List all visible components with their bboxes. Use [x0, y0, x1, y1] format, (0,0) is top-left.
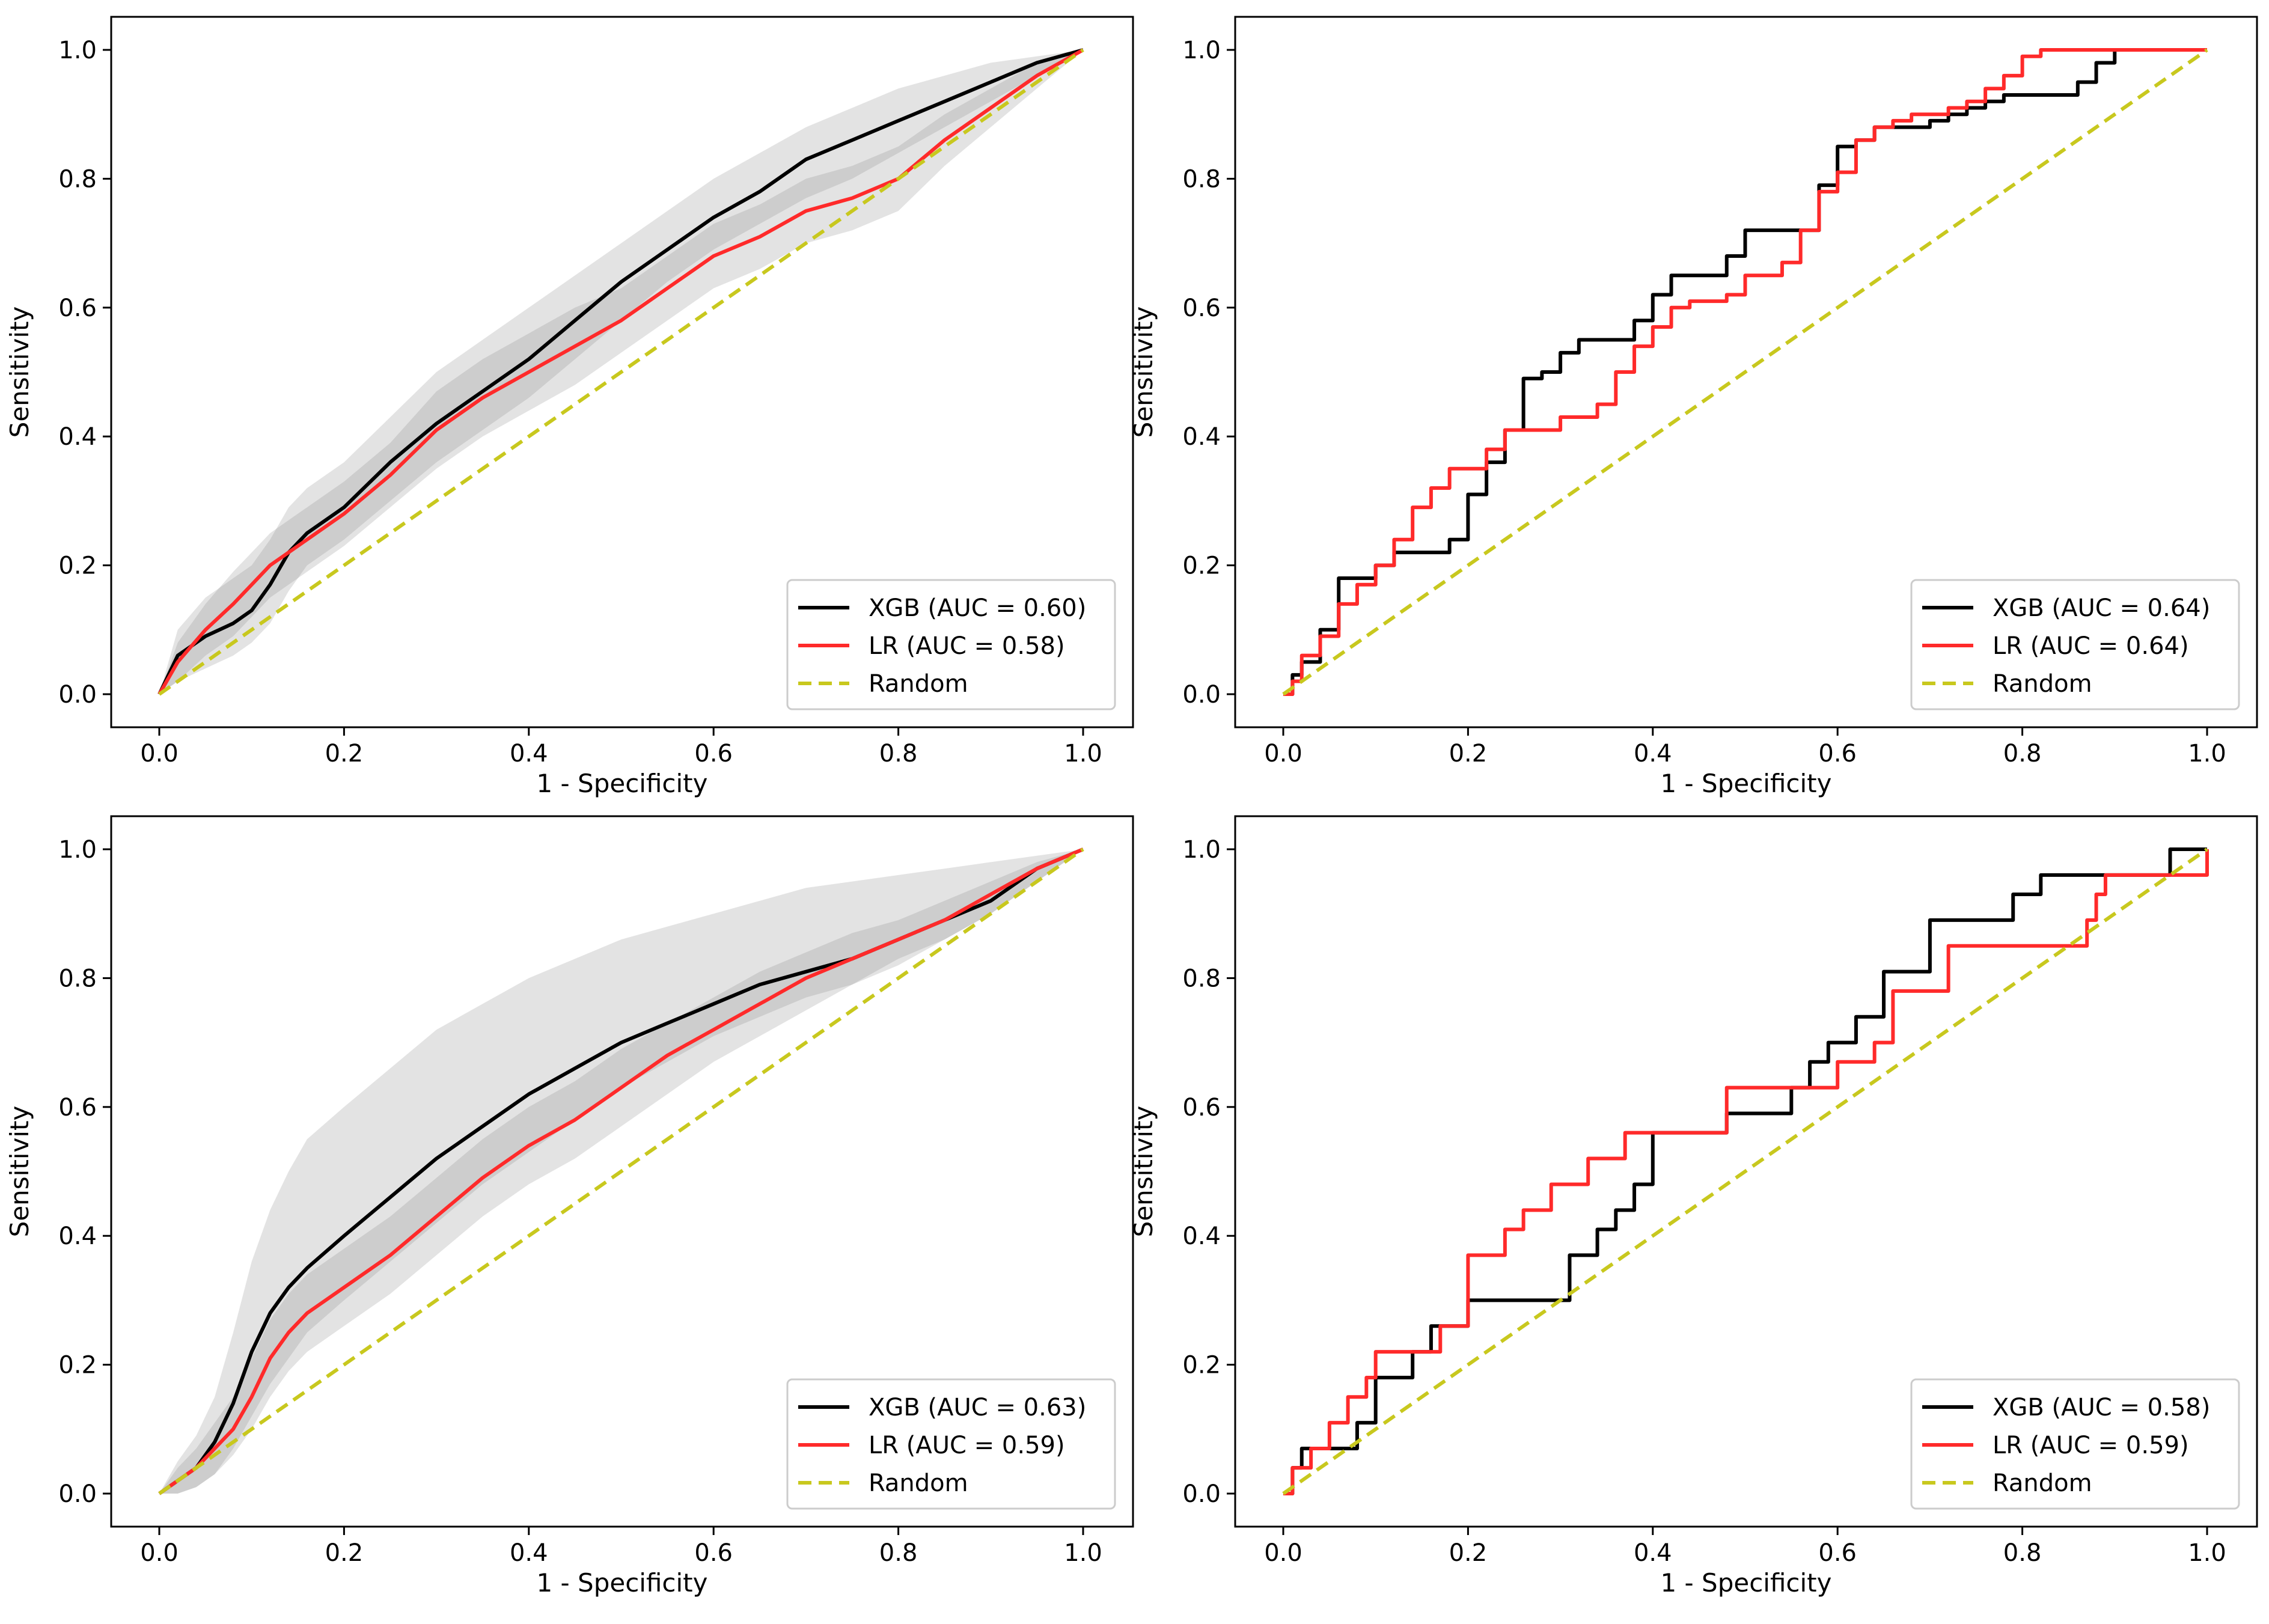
y-tick-label: 0.4: [1182, 1223, 1221, 1250]
legend-label-lr: LR (AUC = 0.64): [1993, 632, 2189, 660]
legend-label-xgb: XGB (AUC = 0.60): [869, 594, 1086, 622]
y-axis-label: Sensitivity: [1129, 307, 1158, 438]
legend-label-lr: LR (AUC = 0.58): [869, 632, 1065, 660]
legend-label-xgb: XGB (AUC = 0.58): [1993, 1394, 2210, 1421]
y-tick-label: 0.4: [58, 423, 97, 451]
y-tick-label: 0.6: [1182, 295, 1221, 322]
x-axis-label: 1 - Specificity: [536, 769, 707, 798]
x-tick-label: 0.6: [694, 1539, 733, 1567]
x-tick-label: 0.2: [1449, 740, 1488, 768]
legend-label-random: Random: [869, 1470, 968, 1497]
axes-frame: [1234, 815, 2258, 1528]
y-tick-label: 0.8: [1182, 965, 1221, 992]
legend-label-lr: LR (AUC = 0.59): [1993, 1432, 2189, 1459]
y-tick-label: 1.0: [58, 836, 97, 864]
y-tick-label: 0.0: [58, 1480, 97, 1508]
y-axis-label: Sensitivity: [5, 1106, 34, 1238]
xgb-series-line: [1283, 847, 2207, 1495]
y-tick-label: 0.6: [1182, 1094, 1221, 1122]
panel-bottom-left: 0.0 0.2 0.4 0.6 0.8 1.0 0.0 0.2 0.4 0.6 0.8 1.0 1 - …: [5, 815, 1134, 1598]
random-series-line: [158, 48, 1084, 696]
y-tick-label: 0.0: [1182, 681, 1221, 709]
x-tick-label: 0.8: [879, 740, 918, 768]
y-tick-label: 0.8: [58, 165, 97, 193]
x-tick-label: 0.4: [510, 1539, 548, 1567]
legend-label-lr: LR (AUC = 0.59): [869, 1432, 1065, 1459]
x-tick-label: 0.8: [2003, 1539, 2042, 1567]
x-tick-label: 1.0: [1064, 1539, 1102, 1567]
random-series-line: [158, 847, 1084, 1495]
y-tick-label: 0.2: [58, 1352, 97, 1379]
x-tick-label: 0.6: [694, 740, 733, 768]
y-axis-label: Sensitivity: [5, 307, 34, 438]
legend-box: [1910, 579, 2240, 710]
axes-frame: [1234, 16, 2258, 728]
x-tick-label: 0.0: [1264, 740, 1302, 768]
x-tick-label: 0.0: [140, 1539, 179, 1567]
legend-box: [786, 1378, 1116, 1510]
x-tick-label: 0.6: [1818, 740, 1857, 768]
x-axis-label: 1 - Specificity: [1660, 769, 1831, 798]
legend-label-xgb: XGB (AUC = 0.63): [869, 1394, 1086, 1421]
x-tick-label: 1.0: [2188, 1539, 2226, 1567]
x-tick-label: 0.8: [879, 1539, 918, 1567]
y-tick-label: 0.0: [58, 681, 97, 709]
panel-top-right: 0.0 0.2 0.4 0.6 0.8 1.0 0.0 0.2 0.4 0.6 0.8 1.0 1 - …: [1129, 16, 2258, 798]
random-series-line: [1282, 48, 2208, 696]
x-axis-label: 1 - Specificity: [536, 1568, 707, 1598]
legend-label-random: Random: [869, 670, 968, 698]
x-tick-label: 0.4: [510, 740, 548, 768]
x-tick-label: 0.2: [325, 740, 364, 768]
lr-series-line: [1283, 849, 2209, 1495]
x-tick-label: 0.2: [1449, 1539, 1488, 1567]
x-tick-label: 0.6: [1818, 1539, 1857, 1567]
y-tick-label: 0.4: [58, 1223, 97, 1250]
y-tick-label: 0.8: [58, 965, 97, 992]
y-tick-label: 0.4: [1182, 423, 1221, 451]
x-tick-label: 0.4: [1634, 740, 1672, 768]
y-tick-label: 0.6: [58, 1094, 97, 1122]
y-tick-label: 1.0: [58, 37, 97, 64]
panel-bottom-right: 0.0 0.2 0.4 0.6 0.8 1.0 0.0 0.2 0.4 0.6 0.8 1.0 1 - …: [1129, 815, 2258, 1598]
lr-series-line: [158, 847, 1084, 1495]
random-series-line: [1282, 847, 2208, 1495]
y-tick-label: 0.2: [1182, 1352, 1221, 1379]
legend-box: [786, 579, 1116, 710]
y-tick-label: 1.0: [1182, 37, 1221, 64]
axes-frame: [110, 815, 1134, 1528]
y-tick-label: 0.6: [58, 295, 97, 322]
y-tick-label: 0.2: [1182, 552, 1221, 580]
y-tick-label: 0.2: [58, 552, 97, 580]
x-tick-label: 1.0: [2188, 740, 2226, 768]
legend-label-random: Random: [1993, 670, 2092, 698]
y-tick-label: 0.0: [1182, 1480, 1221, 1508]
panel-top-left: 0.0 0.2 0.4 0.6 0.8 1.0 0.0 0.2 0.4 0.6 0.8 1.0 1 - …: [5, 16, 1134, 798]
x-tick-label: 1.0: [1064, 740, 1102, 768]
x-tick-label: 0.4: [1634, 1539, 1672, 1567]
x-tick-label: 0.0: [140, 740, 179, 768]
y-axis-label: Sensitivity: [1129, 1106, 1158, 1238]
x-tick-label: 0.0: [1264, 1539, 1302, 1567]
y-tick-label: 1.0: [1182, 836, 1221, 864]
y-tick-label: 0.8: [1182, 165, 1221, 193]
legend-label-random: Random: [1993, 1470, 2092, 1497]
legend-box: [1910, 1378, 2240, 1510]
x-axis-label: 1 - Specificity: [1660, 1568, 1831, 1598]
x-tick-label: 0.8: [2003, 740, 2042, 768]
axes-frame: [110, 16, 1134, 728]
xgb-series-line: [157, 48, 1084, 695]
x-tick-label: 0.2: [325, 1539, 364, 1567]
legend-label-xgb: XGB (AUC = 0.64): [1993, 594, 2210, 622]
lr-series-line: [1283, 48, 2207, 696]
